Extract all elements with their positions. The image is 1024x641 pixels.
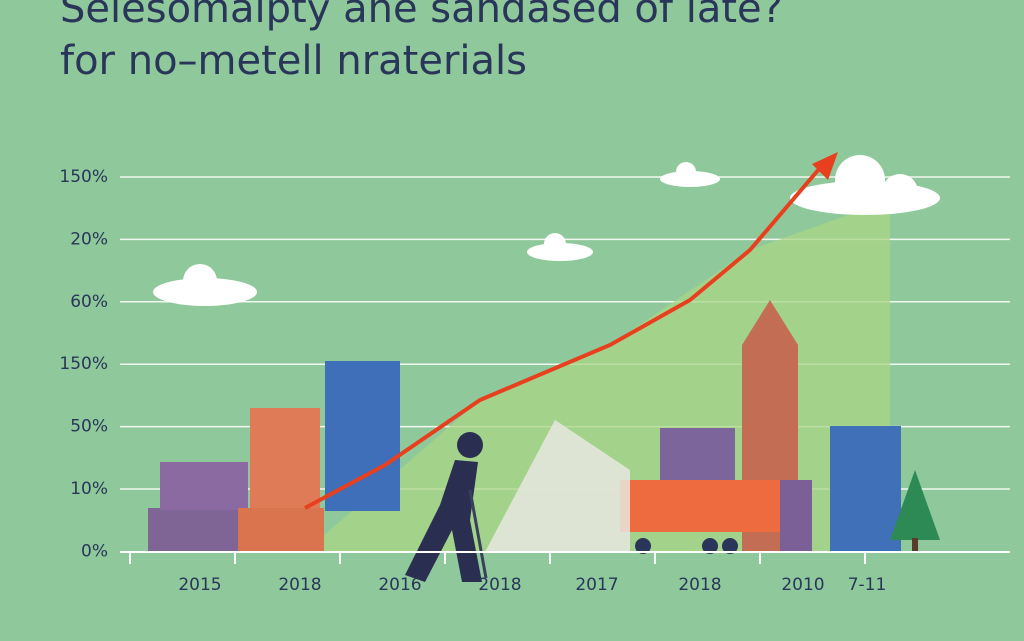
x-label: 2018 [678, 575, 721, 595]
clouds [153, 155, 940, 306]
x-label: 2017 [575, 575, 618, 595]
y-label: 60% [70, 292, 108, 312]
buildings [148, 300, 940, 554]
labels: 150% 20% 60% 150% 50% 10% 0% 2015 2018 2016 2018 20… [59, 167, 886, 595]
title-line: for no–metell nraterials [60, 38, 527, 84]
arrow-head [812, 152, 838, 180]
trend-arrow [304, 160, 827, 510]
title-line: Selesomalpty ane sandased of late? [60, 0, 783, 32]
x-label: 2015 [178, 575, 221, 595]
x-label: 2016 [378, 575, 421, 595]
x-label: 2018 [478, 575, 521, 595]
x-label: 2018 [278, 575, 321, 595]
x-label: 7-11 [848, 575, 887, 595]
y-label: 150% [59, 354, 108, 374]
y-label: 0% [81, 541, 108, 561]
y-label: 150% [59, 167, 108, 187]
y-label: 10% [70, 479, 108, 499]
y-label: 50% [70, 417, 108, 437]
y-label: 20% [70, 229, 108, 249]
x-label: 2010 [781, 575, 824, 595]
